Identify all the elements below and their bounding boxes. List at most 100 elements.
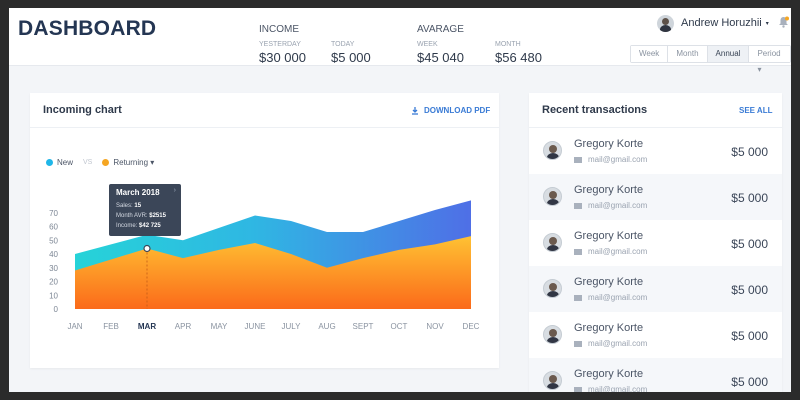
download-icon — [412, 106, 418, 115]
y-tick-label: 10 — [49, 291, 58, 300]
mail-icon — [574, 294, 582, 301]
x-tick-label: DEC — [463, 322, 480, 331]
tab-week[interactable]: Week — [631, 46, 669, 62]
transaction-email-text: mail@gmail.com — [588, 201, 648, 210]
bell-icon[interactable] — [778, 16, 789, 28]
x-tick-label: JUNE — [245, 322, 266, 331]
tooltip-sales: Sales: 15 — [116, 203, 142, 209]
transaction-email-text: mail@gmail.com — [588, 155, 648, 164]
transaction-row[interactable]: Gregory Korte mail@gmail.com $5 000 — [529, 174, 782, 220]
x-tick-label: OCT — [391, 322, 408, 331]
x-tick-label: FEB — [103, 322, 119, 331]
transaction-row[interactable]: Gregory Korte mail@gmail.com $5 000 — [529, 266, 782, 312]
average-week-label: WEEK — [417, 41, 438, 48]
legend-vs-label: VS — [83, 159, 93, 166]
y-tick-label: 70 — [49, 209, 58, 218]
legend-new-dot — [46, 159, 53, 166]
x-tick-label: MAR — [138, 322, 156, 331]
transaction-name: Gregory Korte — [574, 184, 644, 196]
y-tick-label: 20 — [49, 278, 58, 287]
legend-new-label[interactable]: New — [57, 158, 74, 167]
download-pdf-button[interactable]: DOWNLOAD PDF — [411, 106, 490, 115]
transaction-email: mail@gmail.com — [574, 385, 647, 392]
mail-icon — [574, 340, 582, 347]
transaction-row[interactable]: Gregory Korte mail@gmail.com $5 000 — [529, 312, 782, 358]
card-divider — [30, 127, 499, 128]
transaction-amount: $5 000 — [731, 283, 768, 297]
y-tick-label: 0 — [54, 305, 59, 314]
transaction-amount: $5 000 — [731, 237, 768, 251]
average-title: AVARAGE — [417, 24, 464, 35]
transaction-amount: $5 000 — [731, 145, 768, 159]
x-tick-label: MAY — [211, 322, 228, 331]
legend-returning-dot — [102, 159, 110, 166]
tooltip-month-avr: Month AVR: $2515 — [116, 213, 166, 219]
user-name: Andrew Horuzhii — [681, 17, 762, 29]
transactions-card: Recent transactions SEE ALL Gregory Kort… — [529, 93, 782, 392]
brand-title: DASHBOARD — [18, 17, 157, 40]
avatar — [543, 325, 562, 344]
mail-icon — [574, 248, 582, 255]
transaction-email: mail@gmail.com — [574, 293, 647, 302]
y-tick-label: 30 — [49, 264, 58, 273]
transactions-title: Recent transactions — [542, 104, 648, 116]
x-tick-label: JAN — [67, 322, 82, 331]
mail-icon — [574, 386, 582, 392]
y-tick-label: 60 — [49, 223, 58, 232]
x-tick-label: APR — [175, 322, 192, 331]
average-week-value: $45 040 — [417, 50, 464, 65]
transaction-email-text: mail@gmail.com — [588, 293, 648, 302]
transaction-row[interactable]: Gregory Korte mail@gmail.com $5 000 — [529, 220, 782, 266]
avatar — [543, 141, 562, 160]
income-today-label: TODAY — [331, 41, 355, 48]
transaction-name: Gregory Korte — [574, 322, 644, 334]
transaction-email-text: mail@gmail.com — [588, 339, 648, 348]
income-today-value: $5 000 — [331, 50, 371, 65]
highlight-point[interactable] — [143, 244, 151, 253]
income-yesterday-value: $30 000 — [259, 50, 306, 65]
transaction-name: Gregory Korte — [574, 230, 644, 242]
tooltip-title: March 2018 — [116, 188, 160, 197]
transaction-email: mail@gmail.com — [574, 201, 647, 210]
transaction-row[interactable]: Gregory Korte mail@gmail.com $5 000 — [529, 358, 782, 392]
transaction-email: mail@gmail.com — [574, 339, 647, 348]
user-avatar — [657, 14, 674, 32]
mail-icon — [574, 156, 582, 163]
transaction-email-text: mail@gmail.com — [588, 247, 648, 256]
chart-tooltip: March 2018 › Sales: 15 Month AVR: $2515 … — [109, 184, 181, 236]
chart-card-title: Incoming chart — [43, 104, 122, 116]
tab-annual[interactable]: Annual — [707, 46, 750, 62]
period-tabs: Week Month Annual Period ▾ — [630, 45, 791, 74]
transaction-row[interactable]: Gregory Korte mail@gmail.com $5 000 — [529, 128, 782, 174]
average-month-label: MONTH — [495, 41, 521, 48]
chevron-right-icon[interactable]: › — [173, 187, 176, 194]
transaction-amount: $5 000 — [731, 329, 768, 343]
avatar — [543, 187, 562, 206]
tooltip-income: Income: $42 725 — [116, 223, 161, 229]
x-tick-label: SEPT — [353, 322, 374, 331]
avatar — [543, 371, 562, 390]
user-menu[interactable]: Andrew Horuzhii ▾ — [657, 13, 769, 33]
income-yesterday-label: YESTERDAY — [259, 41, 301, 48]
income-title: INCOME — [259, 24, 299, 35]
transaction-email: mail@gmail.com — [574, 155, 647, 164]
card-divider — [529, 127, 782, 128]
transaction-name: Gregory Korte — [574, 138, 644, 150]
transaction-name: Gregory Korte — [574, 368, 644, 380]
tab-month[interactable]: Month — [668, 46, 708, 62]
legend-returning-label[interactable]: Returning ▾ — [113, 158, 155, 167]
average-month-value: $56 480 — [495, 50, 542, 65]
y-tick-label: 40 — [49, 250, 58, 259]
mail-icon — [574, 202, 582, 209]
x-tick-label: JULY — [282, 322, 302, 331]
avatar — [543, 279, 562, 298]
series-returning-area — [75, 236, 471, 309]
see-all-link[interactable]: SEE ALL — [739, 106, 773, 115]
tab-period[interactable]: Period ▾ — [749, 46, 790, 74]
transaction-amount: $5 000 — [731, 375, 768, 389]
x-tick-label: AUG — [318, 322, 335, 331]
chevron-down-icon: ▾ — [765, 20, 769, 27]
transaction-email: mail@gmail.com — [574, 247, 647, 256]
download-pdf-label: DOWNLOAD PDF — [424, 106, 491, 115]
avatar — [543, 233, 562, 252]
